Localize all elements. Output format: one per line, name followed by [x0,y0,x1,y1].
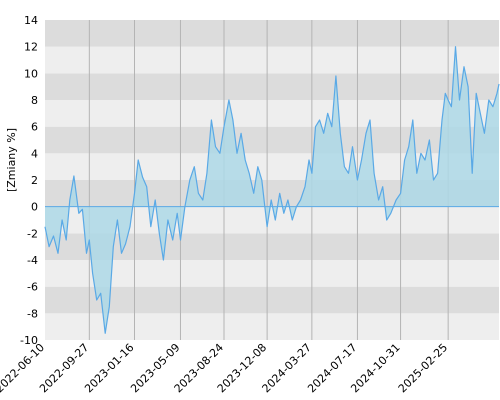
y-tick-label: 0 [31,201,38,214]
grid-band [45,260,499,287]
y-tick-label: 2 [31,174,38,187]
x-tick-labels: 2022-06-102022-09-272023-01-162023-05-09… [0,341,450,395]
y-tick-labels: -10 -8 -6 -4 -2 0 2 4 6 8 10 12 14 [20,14,38,347]
y-tick-label: 4 [31,147,38,160]
y-tick-label: 6 [31,121,38,134]
y-tick-label: 8 [31,94,38,107]
grid-band [45,286,499,314]
series-line [44,46,500,334]
grid-band [45,20,499,47]
y-tick-label: -6 [27,281,38,294]
grid-band [45,73,499,100]
y-axis-title: [Zmiany %] [5,128,18,192]
grid-band [45,126,499,154]
y-tick-label: 12 [24,41,38,54]
y-tick-label: -2 [27,227,38,240]
x-tick-label: 2025-02-25 [396,341,450,395]
grid-band [45,313,499,340]
y-tick-label: -8 [27,307,38,320]
y-tick-label: -4 [27,254,38,267]
grid-band [45,46,499,74]
grid-band [45,100,499,127]
y-tick-label: -10 [20,334,38,347]
y-tick-label: 10 [24,67,38,80]
y-tick-label: 14 [24,14,38,27]
